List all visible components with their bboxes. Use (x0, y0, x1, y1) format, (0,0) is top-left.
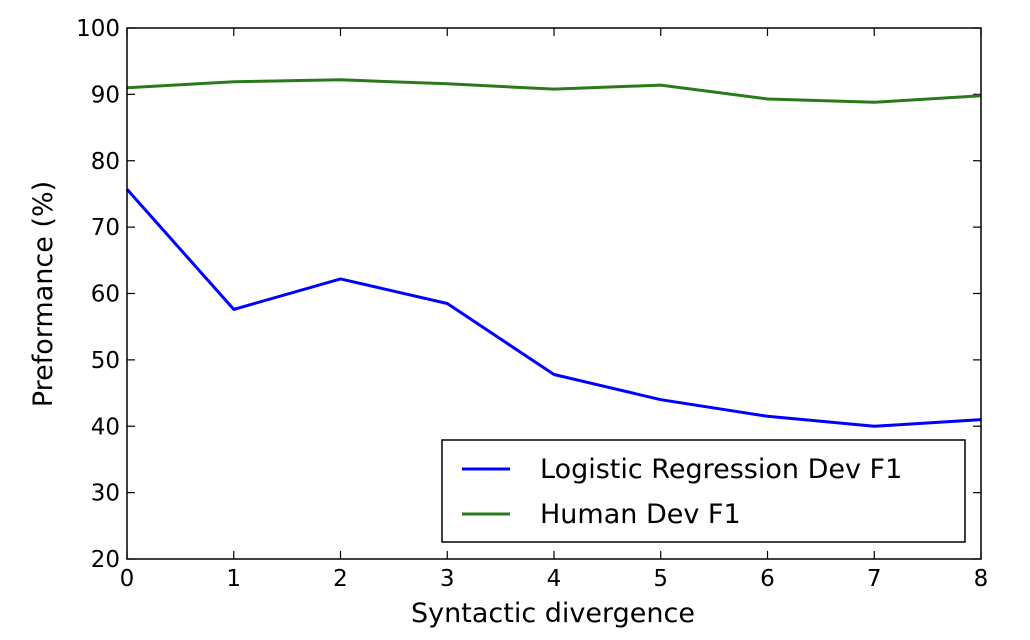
series-line-human (126, 78, 982, 104)
series-lines (125, 78, 982, 428)
y-tick-label: 90 (91, 82, 120, 108)
plot-area: 0 1 2 3 4 5 6 7 8 20 30 40 50 60 70 80 90 100 (76, 16, 988, 592)
x-tick-label: 0 (120, 566, 135, 592)
x-axis-label: Syntactic divergence (411, 598, 695, 629)
x-tick-label: 2 (333, 566, 348, 592)
y-tick-label: 20 (91, 547, 120, 573)
y-tick-label: 100 (76, 16, 120, 42)
y-ticks: 20 30 40 50 60 70 80 90 100 (76, 16, 981, 573)
legend: Logistic Regression Dev F1 Human Dev F1 (441, 439, 966, 543)
x-tick-label: 1 (226, 566, 241, 592)
plot-frame (126, 27, 982, 560)
series-line-logistic-regression (125, 188, 982, 428)
x-tick-label: 5 (653, 566, 668, 592)
y-tick-label: 50 (91, 348, 120, 374)
legend-label-human: Human Dev F1 (540, 499, 741, 530)
y-tick-label: 70 (91, 215, 120, 241)
legend-box (441, 439, 966, 543)
x-ticks: 0 1 2 3 4 5 6 7 8 (120, 28, 989, 592)
legend-label-logistic-regression: Logistic Regression Dev F1 (540, 454, 902, 485)
y-tick-label: 30 (91, 481, 120, 507)
x-tick-label: 6 (760, 566, 775, 592)
x-tick-label: 7 (867, 566, 882, 592)
x-tick-label: 8 (974, 566, 989, 592)
x-tick-label: 3 (440, 566, 455, 592)
y-tick-label: 40 (91, 414, 120, 440)
y-axis-label: Preformance (%) (28, 181, 59, 407)
y-tick-label: 80 (91, 149, 120, 175)
y-tick-label: 60 (91, 282, 120, 308)
x-tick-label: 4 (547, 566, 562, 592)
